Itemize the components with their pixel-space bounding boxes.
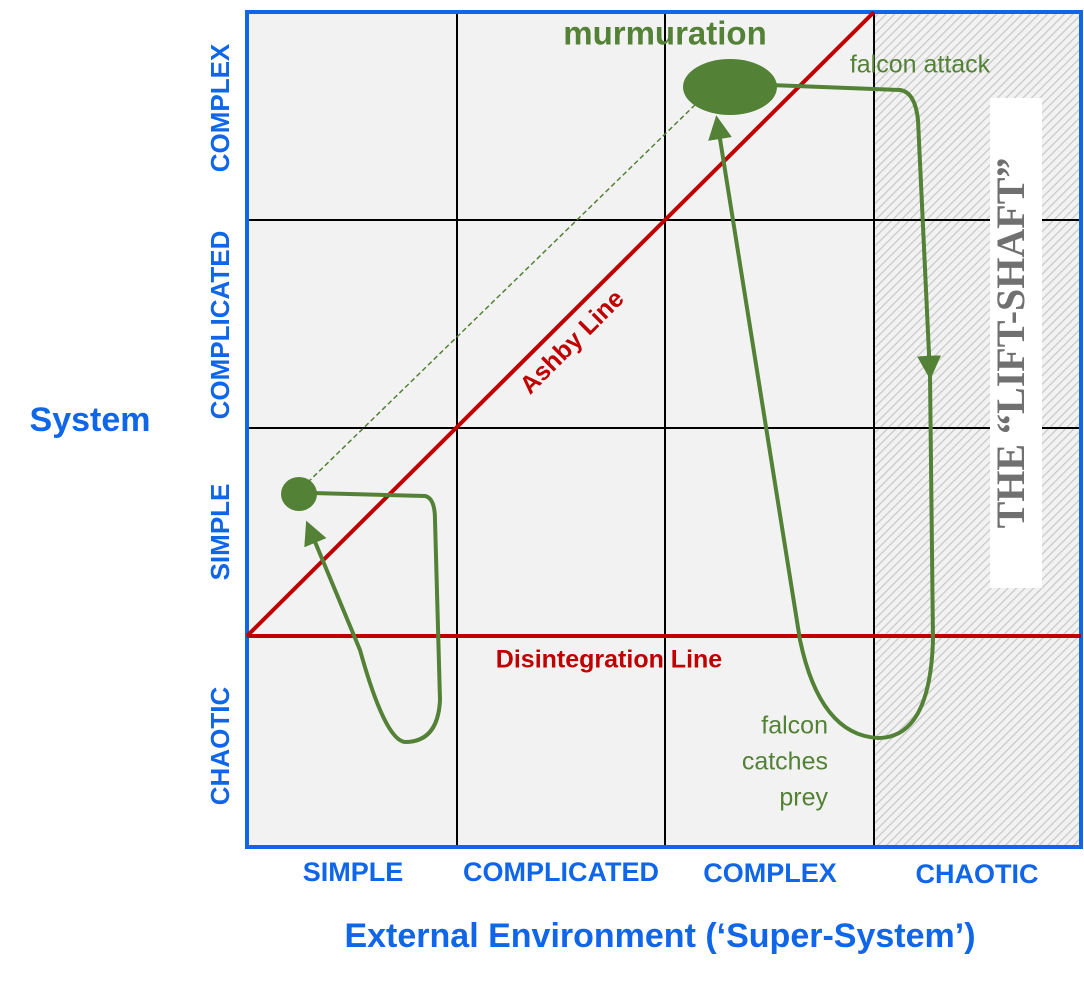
- y-label: CHAOTIC: [205, 687, 235, 806]
- murmuration-flock: [683, 59, 777, 115]
- small-loop: [304, 491, 443, 745]
- y-title: System: [30, 401, 151, 439]
- y-label: SIMPLE: [205, 484, 235, 581]
- small-flock: [281, 477, 317, 511]
- recovery-path: [708, 115, 936, 741]
- prey-label: prey: [779, 784, 828, 812]
- prey-label: catches: [742, 748, 828, 776]
- ashby-line: [245, 10, 876, 638]
- falcon-attack-path: [769, 83, 942, 380]
- prey-label: falcon: [761, 712, 828, 740]
- x-title: External Environment (‘Super-System’): [344, 917, 975, 955]
- y-label: COMPLEX: [205, 43, 235, 172]
- x-label: COMPLICATED: [463, 857, 659, 887]
- y-label: COMPLICATED: [205, 231, 235, 420]
- lift-shaft-box: [990, 98, 1042, 588]
- lift-shaft-label: THE “LIFT-SHAFT”: [988, 158, 1033, 529]
- murmuration-label: murmuration: [563, 15, 767, 52]
- disintegration-line-label: Disintegration Line: [496, 646, 723, 674]
- dashed-link: [301, 99, 701, 489]
- falcon-attack-label: falcon attack: [850, 51, 991, 79]
- x-label: CHAOTIC: [916, 859, 1039, 889]
- x-label: COMPLEX: [703, 858, 837, 888]
- grid: [245, 10, 1083, 849]
- x-label: SIMPLE: [303, 857, 404, 887]
